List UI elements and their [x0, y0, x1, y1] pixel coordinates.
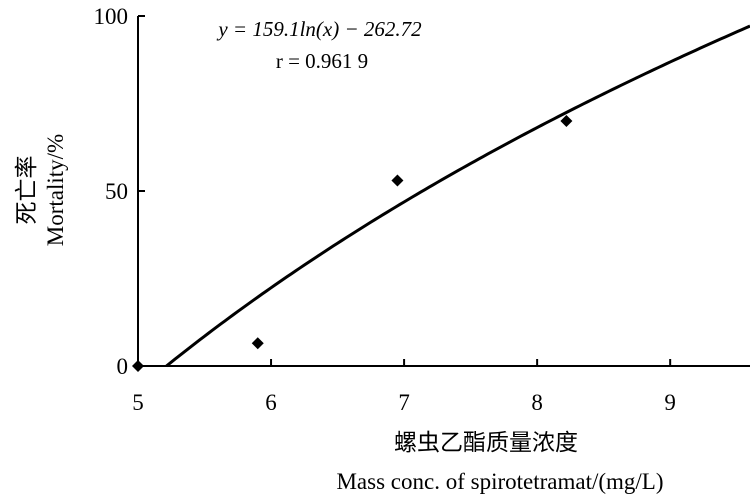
x-tick-label: 9: [664, 390, 676, 415]
y-axis-label-en: Mortality/%: [43, 134, 68, 246]
x-tick-label: 8: [531, 390, 543, 415]
ticks: 5 6 7 8 9 0 50 100: [94, 4, 676, 415]
x-axis-label-en: Mass conc. of spirotetramat/(mg/L): [336, 469, 663, 494]
fit-curve-layer: [165, 24, 750, 368]
x-tick-label: 6: [265, 390, 277, 415]
data-point: [251, 337, 264, 350]
data-points: [132, 115, 573, 372]
x-tick-label: 7: [398, 390, 410, 415]
data-point: [132, 360, 144, 372]
x-tick-label: 5: [132, 390, 144, 415]
data-point: [560, 115, 573, 127]
equation-annotation: y = 159.1ln(x) − 262.72: [216, 17, 422, 41]
x-axis-label-cn: 螺虫乙酯质量浓度: [394, 430, 578, 456]
fit-curve: [165, 24, 750, 368]
r-value-annotation: r = 0.961 9: [276, 49, 368, 73]
y-tick-label: 50: [105, 179, 128, 204]
y-tick-label: 0: [117, 354, 129, 379]
y-tick-label: 100: [94, 4, 129, 29]
y-axis-label-cn: 死亡率: [14, 156, 40, 225]
data-point: [391, 174, 404, 187]
